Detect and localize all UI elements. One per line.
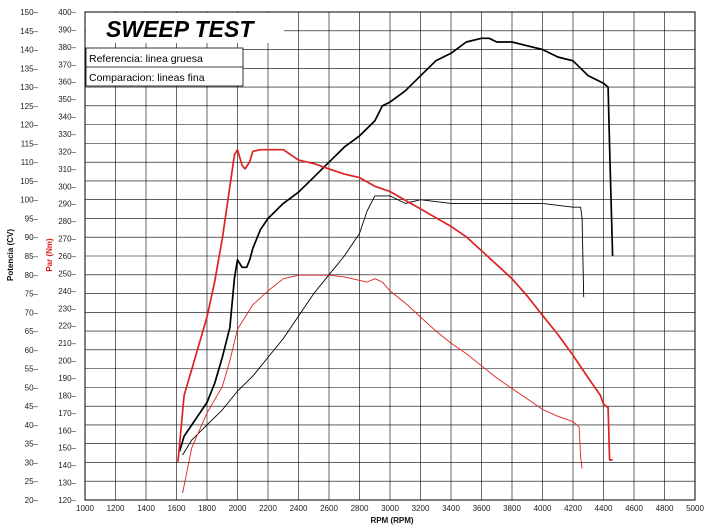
- chart-title: SWEEP TEST: [106, 16, 255, 42]
- y-tick-label-torque: 290–: [58, 200, 76, 209]
- y-tick-label-torque: 390–: [58, 25, 76, 34]
- y-tick-label-torque: 150–: [58, 444, 76, 453]
- y-tick-label-torque: 240–: [58, 287, 76, 296]
- y-tick-label-power: 135–: [20, 64, 38, 73]
- torque-curve-thick: [177, 148, 613, 462]
- y-tick-label-torque: 140–: [58, 461, 76, 470]
- x-tick-label: 4200: [564, 504, 582, 513]
- y-tick-label-power: 125–: [20, 102, 38, 111]
- y-tick-label-power: 35–: [25, 440, 39, 449]
- y-tick-label-power: 150–: [20, 8, 38, 17]
- x-tick-label: 1600: [168, 504, 186, 513]
- tick-labels: 1000 1200 1400 1600 1800 2000 2200 2400 2600 2800…: [20, 8, 704, 513]
- x-tick-label: 3400: [442, 504, 460, 513]
- y-tick-label-power: 20–: [25, 496, 39, 505]
- y-tick-label-power: 55–: [25, 365, 39, 374]
- y-tick-label-power: 105–: [20, 177, 38, 186]
- x-axis-title: RPM (RPM): [370, 516, 413, 525]
- y-tick-label-power: 75–: [25, 290, 39, 299]
- y-tick-label-torque: 120–: [58, 496, 76, 505]
- x-tick-label: 4400: [595, 504, 613, 513]
- y-tick-label-power: 120–: [20, 121, 38, 130]
- y-tick-label-torque: 160–: [58, 426, 76, 435]
- y-tick-label-torque: 350–: [58, 95, 76, 104]
- y-tick-label-torque: 190–: [58, 374, 76, 383]
- y-axis-title-torque: Par (Nm): [45, 238, 54, 272]
- y-tick-label-torque: 340–: [58, 113, 76, 122]
- x-tick-label: 2200: [259, 504, 277, 513]
- x-tick-label: 3000: [381, 504, 399, 513]
- y-tick-label-power: 60–: [25, 346, 39, 355]
- y-tick-label-torque: 400–: [58, 8, 76, 17]
- y-tick-label-torque: 250–: [58, 269, 76, 278]
- power-curve-thick: [178, 37, 614, 452]
- x-tick-label: 5000: [686, 504, 704, 513]
- y-tick-label-torque: 170–: [58, 409, 76, 418]
- y-tick-label-power: 50–: [25, 383, 39, 392]
- series-group: [177, 37, 614, 494]
- y-tick-label-torque: 200–: [58, 357, 76, 366]
- x-tick-label: 2800: [351, 504, 369, 513]
- x-tick-label: 1200: [107, 504, 125, 513]
- y-tick-label-power: 85–: [25, 252, 39, 261]
- x-tick-label: 3600: [473, 504, 491, 513]
- y-tick-label-torque: 130–: [58, 479, 76, 488]
- y-axis-title-power: Potencia (CV): [6, 229, 15, 281]
- y-tick-label-torque: 270–: [58, 235, 76, 244]
- y-tick-label-torque: 220–: [58, 322, 76, 331]
- y-tick-label-power: 65–: [25, 327, 39, 336]
- y-tick-label-power: 45–: [25, 402, 39, 411]
- y-tick-label-torque: 360–: [58, 78, 76, 87]
- y-tick-label-power: 80–: [25, 271, 39, 280]
- power-curve-thin: [182, 195, 585, 456]
- x-tick-label: 3800: [503, 504, 521, 513]
- y-tick-label-torque: 180–: [58, 391, 76, 400]
- y-tick-label-torque: 370–: [58, 60, 76, 69]
- y-tick-label-power: 145–: [20, 27, 38, 36]
- y-tick-label-torque: 330–: [58, 130, 76, 139]
- title-box: [86, 13, 284, 43]
- x-tick-label: 1000: [76, 504, 94, 513]
- y-tick-label-torque: 210–: [58, 339, 76, 348]
- y-tick-label-power: 115–: [21, 139, 39, 148]
- grid: [84, 11, 696, 501]
- x-tick-label: 2000: [229, 504, 247, 513]
- x-tick-label: 3200: [412, 504, 430, 513]
- y-tick-label-torque: 310–: [58, 165, 76, 174]
- y-tick-label-power: 40–: [25, 421, 39, 430]
- x-tick-label: 4800: [656, 504, 674, 513]
- x-tick-label: 1400: [137, 504, 155, 513]
- x-tick-label: 2400: [290, 504, 308, 513]
- y-tick-label-power: 110–: [21, 158, 39, 167]
- y-tick-label-power: 130–: [20, 83, 38, 92]
- plot-frame: [84, 11, 696, 501]
- y-tick-label-torque: 280–: [58, 217, 76, 226]
- y-tick-label-power: 95–: [25, 214, 39, 223]
- x-tick-label: 4600: [625, 504, 643, 513]
- y-tick-label-torque: 380–: [58, 43, 76, 52]
- torque-curve-thin: [182, 274, 583, 494]
- y-tick-label-power: 140–: [20, 46, 38, 55]
- x-tick-label: 1800: [198, 504, 216, 513]
- legend-comparacion: Comparacion: lineas fina: [89, 72, 205, 84]
- y-tick-label-torque: 300–: [58, 182, 76, 191]
- y-tick-label-power: 70–: [25, 308, 39, 317]
- y-tick-label-power: 100–: [20, 196, 38, 205]
- y-tick-label-power: 30–: [25, 458, 39, 467]
- legend-referencia: Referencia: linea gruesa: [89, 53, 203, 65]
- y-tick-label-torque: 230–: [58, 304, 76, 313]
- y-tick-label-torque: 320–: [58, 147, 76, 156]
- x-tick-label: 2600: [320, 504, 338, 513]
- y-tick-label-torque: 260–: [58, 252, 76, 261]
- y-tick-label-power: 25–: [25, 477, 39, 486]
- x-tick-label: 4000: [534, 504, 552, 513]
- y-tick-label-power: 90–: [25, 233, 39, 242]
